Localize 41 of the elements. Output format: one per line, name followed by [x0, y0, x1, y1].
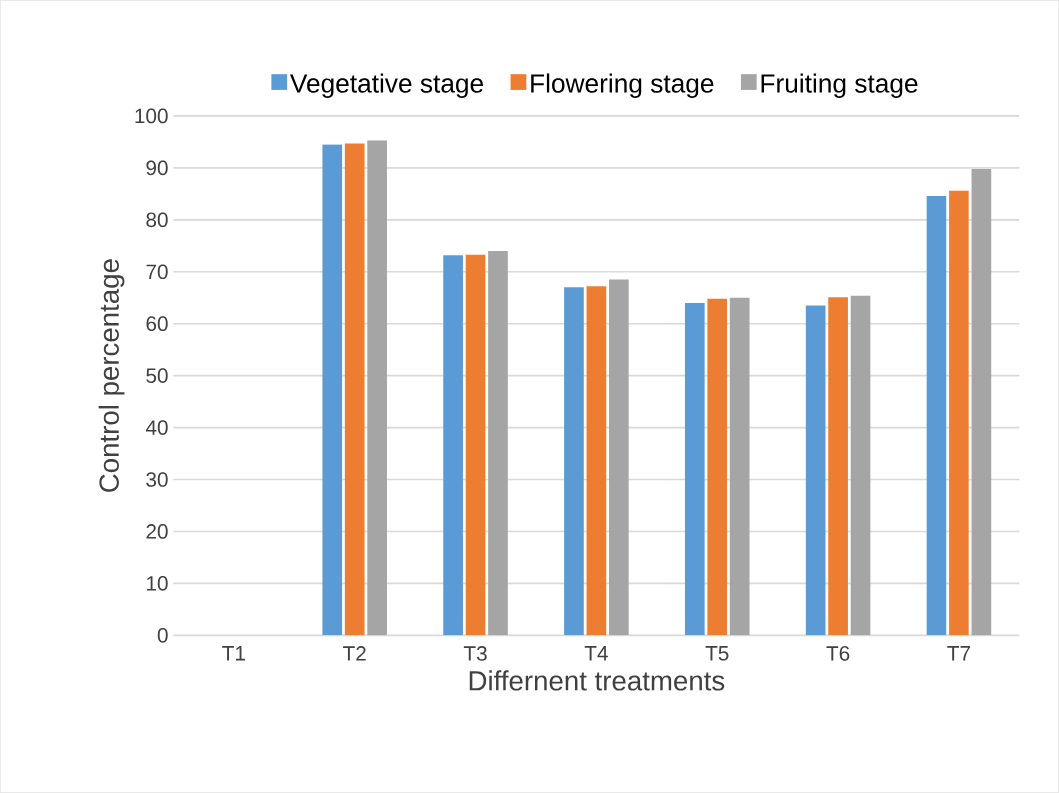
bar: [949, 190, 969, 636]
y-tick-label: 70: [146, 264, 168, 280]
bar: [322, 144, 343, 636]
y-tick-label: 10: [147, 576, 168, 591]
bar: [586, 286, 607, 636]
bar: [367, 140, 387, 636]
y-tick-label: 50: [146, 368, 168, 383]
legend-label: Fruiting stage: [761, 73, 918, 98]
x-axis-title: Differnent treatments: [469, 670, 725, 691]
y-tick-label: 20: [146, 524, 168, 539]
bar: [729, 297, 750, 636]
y-tick-label: 80: [146, 212, 168, 228]
y-axis-title: Control percentage: [98, 259, 125, 492]
legend-label: Vegetative stage: [290, 73, 483, 98]
x-tick-label: T3: [463, 646, 487, 661]
bar: [707, 298, 728, 636]
legend-label: Flowering stage: [531, 73, 714, 98]
bar: [608, 279, 629, 636]
x-tick-label: T6: [826, 646, 850, 661]
x-tick-label: T5: [705, 646, 729, 661]
bar: [465, 254, 486, 636]
y-tick-label: 100: [135, 108, 168, 124]
bar: [564, 287, 584, 636]
bar: [443, 255, 463, 636]
bar: [684, 302, 705, 636]
y-tick-label: 60: [146, 316, 168, 332]
bar: [805, 305, 826, 636]
y-tick-label: 90: [146, 160, 168, 176]
x-tick-label: T7: [947, 646, 971, 661]
x-tick-label: T4: [584, 646, 608, 661]
bar: [971, 168, 992, 636]
y-tick-label: 30: [146, 472, 168, 487]
y-tick-label: 40: [145, 420, 168, 435]
bar: [344, 143, 365, 636]
bar: [850, 295, 871, 636]
bar: [926, 195, 947, 636]
bar: [488, 251, 508, 636]
x-tick-label: T2: [343, 646, 366, 661]
bar: [828, 297, 848, 636]
x-tick-label: T1: [222, 646, 245, 661]
y-tick-label: 0: [157, 627, 168, 643]
